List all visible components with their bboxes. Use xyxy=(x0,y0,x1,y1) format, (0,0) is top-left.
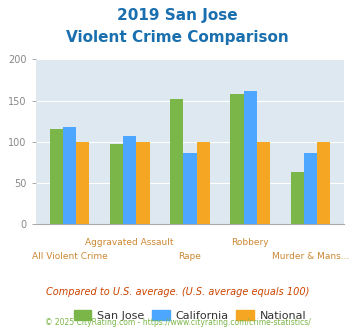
Bar xyxy=(76,142,89,224)
Bar xyxy=(170,99,183,224)
Bar xyxy=(123,136,136,224)
Bar xyxy=(257,142,270,224)
Text: Violent Crime Comparison: Violent Crime Comparison xyxy=(66,30,289,45)
Text: Rape: Rape xyxy=(179,252,201,261)
Bar xyxy=(110,144,123,224)
Bar xyxy=(63,127,76,224)
Bar xyxy=(304,153,317,224)
Bar xyxy=(290,172,304,224)
Bar xyxy=(317,142,330,224)
Text: Robbery: Robbery xyxy=(231,238,269,247)
Text: 2019 San Jose: 2019 San Jose xyxy=(117,8,238,23)
Bar xyxy=(50,129,63,224)
Text: Aggravated Assault: Aggravated Assault xyxy=(86,238,174,247)
Bar xyxy=(197,142,210,224)
Bar xyxy=(244,91,257,224)
Text: Murder & Mans...: Murder & Mans... xyxy=(272,252,349,261)
Text: All Violent Crime: All Violent Crime xyxy=(32,252,107,261)
Text: Compared to U.S. average. (U.S. average equals 100): Compared to U.S. average. (U.S. average … xyxy=(46,287,309,297)
Bar xyxy=(183,152,197,224)
Bar xyxy=(136,142,149,224)
Legend: San Jose, California, National: San Jose, California, National xyxy=(69,306,311,325)
Bar xyxy=(230,94,244,224)
Text: © 2025 CityRating.com - https://www.cityrating.com/crime-statistics/: © 2025 CityRating.com - https://www.city… xyxy=(45,318,310,327)
